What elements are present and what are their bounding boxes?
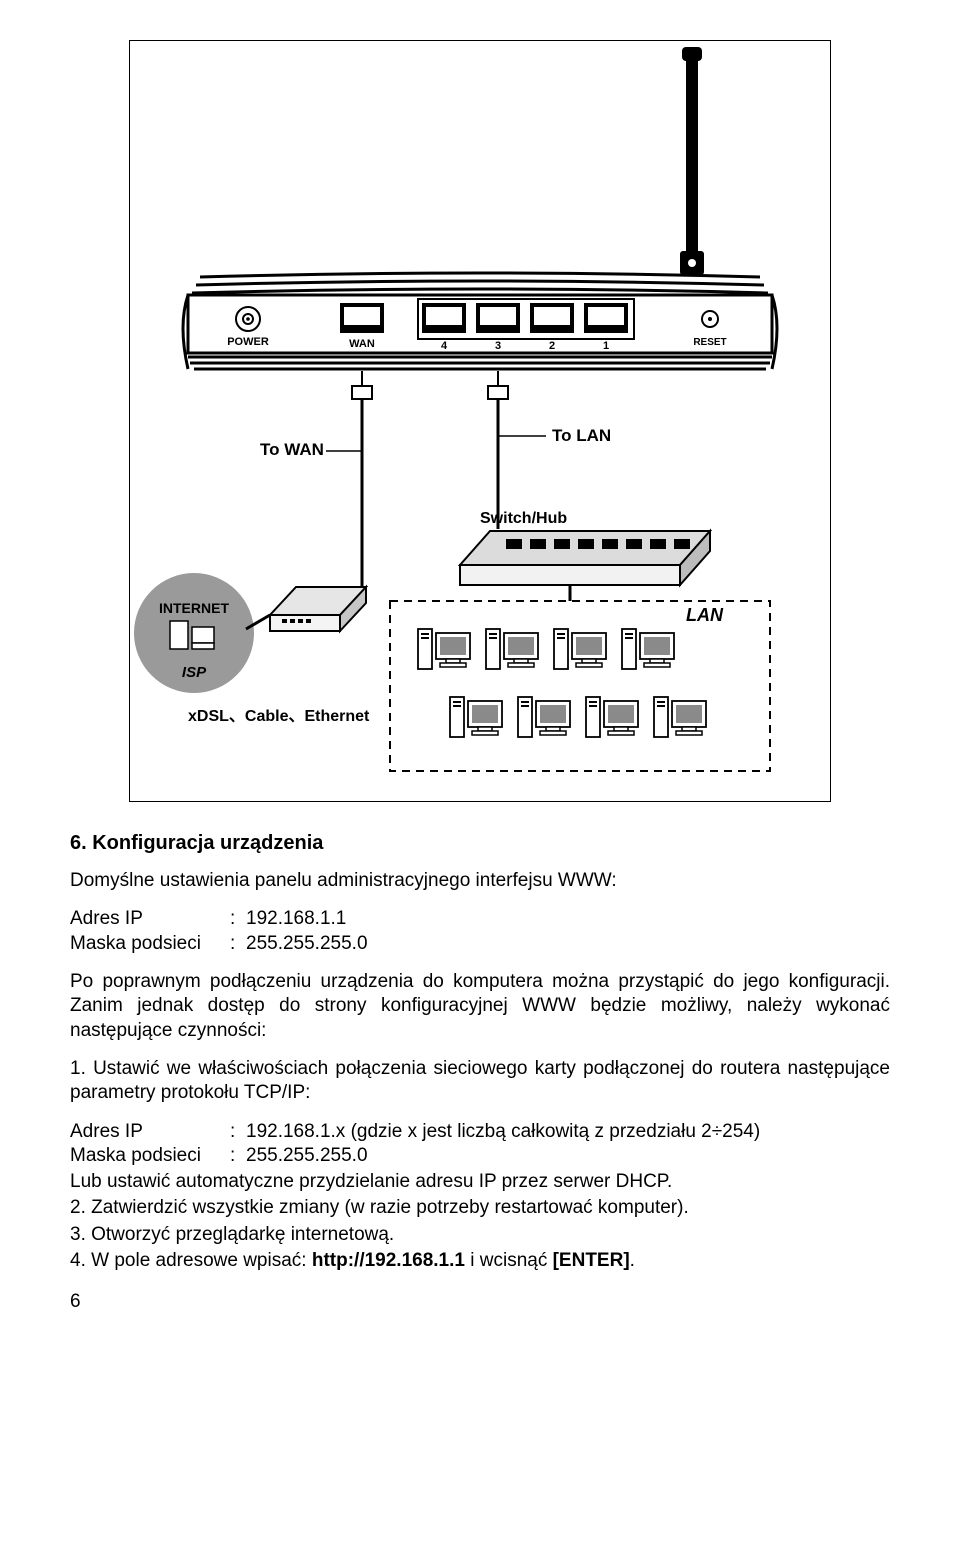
label-lan: LAN [686, 605, 724, 625]
step-3: 3. Otworzyć przeglądarkę internetową. [70, 1223, 890, 1247]
user-ip-block: Adres IP : 192.168.1.x (gdzie x jest lic… [70, 1120, 890, 1169]
default-ip-label: Adres IP [70, 907, 230, 931]
port-label-reset: RESET [693, 337, 726, 348]
router-antenna [680, 47, 704, 275]
default-mask-value: 255.255.255.0 [246, 932, 890, 956]
label-switchhub: Switch/Hub [480, 510, 567, 527]
intro-text: Domyślne ustawienia panelu administracyj… [70, 869, 890, 893]
step-4: 4. W pole adresowe wpisać: http://192.16… [70, 1249, 890, 1273]
lan-computers [418, 629, 706, 737]
label-isp: ISP [182, 664, 207, 681]
switch-hub: Switch/Hub [460, 510, 710, 585]
router-body: POWER WAN 4 [183, 273, 777, 369]
lan-area [390, 601, 770, 771]
step-2: 2. Zatwierdzić wszystkie zmiany (w razie… [70, 1196, 890, 1220]
defaults-block: Adres IP : 192.168.1.1 Maska podsieci : … [70, 907, 890, 956]
user-mask-label: Maska podsieci [70, 1144, 230, 1168]
user-ip-value: 192.168.1.x (gdzie x jest liczbą całkowi… [246, 1120, 890, 1144]
dhcp-alt: Lub ustawić automatyczne przydzielanie a… [70, 1170, 890, 1194]
port-label-lan2: 2 [549, 340, 555, 352]
internet-cloud: INTERNET ISP [134, 573, 254, 693]
step-1: 1. Ustawić we właściwościach połączenia … [70, 1057, 890, 1106]
port-label-power: POWER [227, 336, 269, 348]
page-number: 6 [70, 1291, 890, 1313]
label-internet: INTERNET [159, 600, 229, 616]
port-label-wan: WAN [349, 338, 375, 350]
modem [270, 587, 366, 631]
document-page: POWER WAN 4 [0, 0, 960, 1343]
port-label-lan3: 3 [495, 340, 501, 352]
default-ip-value: 192.168.1.1 [246, 907, 890, 931]
para-post-connection: Po poprawnym podłączeniu urządzenia do k… [70, 970, 890, 1043]
port-label-lan4: 4 [441, 340, 448, 352]
label-to-wan: To WAN [260, 440, 324, 459]
user-mask-value: 255.255.255.0 [246, 1144, 890, 1168]
user-ip-label: Adres IP [70, 1120, 230, 1144]
section-title: 6. Konfiguracja urządzenia [70, 832, 890, 855]
label-to-lan: To LAN [552, 426, 611, 445]
default-mask-label: Maska podsieci [70, 932, 230, 956]
network-diagram: POWER WAN 4 [129, 40, 831, 802]
port-label-lan1: 1 [603, 340, 609, 352]
label-xdsl: xDSL、Cable、Ethernet [188, 708, 370, 725]
